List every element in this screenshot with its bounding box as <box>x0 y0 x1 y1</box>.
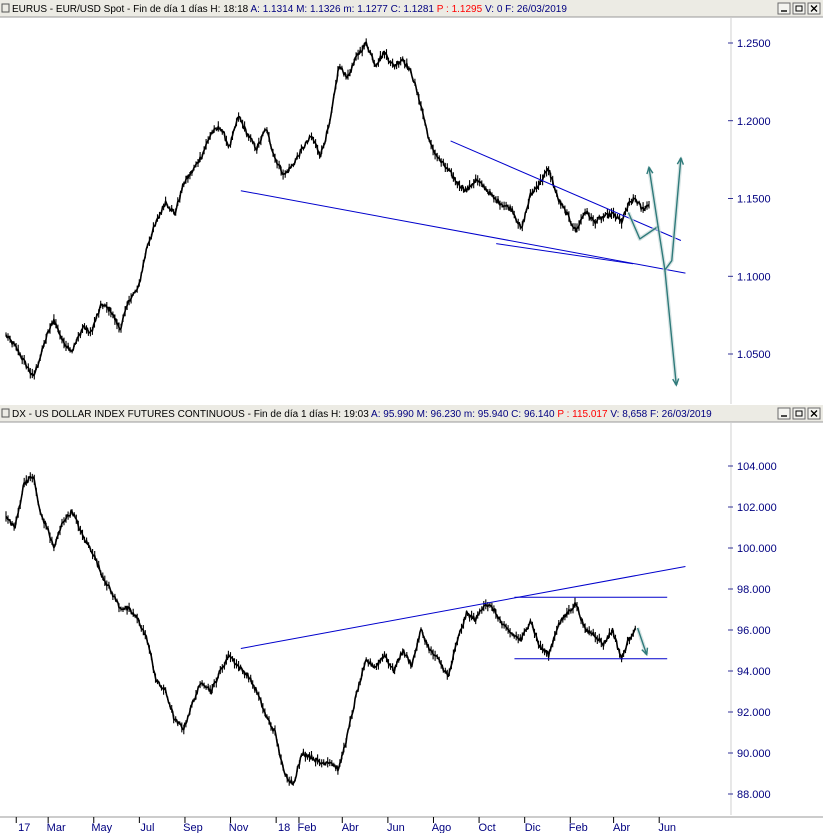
x-tick-label: Abr <box>342 822 359 833</box>
symbol-caption: - US DOLLAR INDEX FUTURES CONTINUOUS <box>26 409 245 420</box>
forecast-arrow-head <box>646 165 654 175</box>
panel-header-bar <box>0 405 823 422</box>
symbol-code: EURUS <box>12 4 47 15</box>
x-tick-label: Jun <box>658 822 676 833</box>
y-tick-label: 1.0500 <box>737 349 771 361</box>
panel-menu-icon[interactable] <box>1 3 10 13</box>
symbol-caption: - EUR/USD Spot <box>47 4 124 15</box>
stat-7: V: 8,658 <box>608 409 648 420</box>
y-tick-label: 102.000 <box>737 502 777 514</box>
y-tick-label: 94.000 <box>737 666 771 678</box>
stat-3: M: 1.1326 <box>293 4 341 15</box>
forecast-arrow-head <box>676 156 685 165</box>
x-tick-label: Abr <box>613 822 630 833</box>
panel-header-text: DX - US DOLLAR INDEX FUTURES CONTINUOUS … <box>12 409 712 420</box>
minimize-icon[interactable] <box>777 407 791 420</box>
trendline[interactable] <box>496 243 634 265</box>
stat-3: M: 96.230 <box>414 409 462 420</box>
y-tick-label: 100.000 <box>737 543 777 555</box>
close-icon[interactable] <box>807 407 821 420</box>
x-tick-label: Jul <box>140 822 154 833</box>
stat-1: H: 18:18 <box>208 4 249 15</box>
chart-panel-1: EURUS - EUR/USD Spot - Fin de día 1 días… <box>0 0 823 404</box>
forecast-arrow-shadow <box>656 157 683 272</box>
forecast-arrow[interactable] <box>664 269 677 386</box>
stat-4: m: 1.1277 <box>341 4 389 15</box>
stat-8: F: 26/03/2019 <box>502 4 567 15</box>
panel-header-text: EURUS - EUR/USD Spot - Fin de día 1 días… <box>12 4 567 15</box>
stat-2: A: 1.1314 <box>248 4 293 15</box>
forecast-arrow-head <box>641 647 649 657</box>
panel-header-bar <box>0 0 823 17</box>
close-icon[interactable] <box>807 2 821 15</box>
stat-6: P : 115.017 <box>555 409 608 420</box>
stat-4: m: 95.940 <box>461 409 509 420</box>
y-tick-label: 92.000 <box>737 707 771 719</box>
price-series-line <box>5 475 637 786</box>
x-tick-label: Oct <box>479 822 496 833</box>
y-tick-label: 90.000 <box>737 748 771 760</box>
restore-icon[interactable] <box>792 407 806 420</box>
period-label: - Fin de día 1 días <box>124 4 207 15</box>
y-tick-label: 1.2000 <box>737 116 771 128</box>
y-tick-label: 98.000 <box>737 584 771 596</box>
y-tick-label: 1.1000 <box>737 271 771 283</box>
plot-area <box>5 472 686 786</box>
stat-1: H: 19:03 <box>328 409 369 420</box>
symbol-code: DX <box>12 409 26 420</box>
period-label: - Fin de día 1 días <box>245 409 328 420</box>
chart-panel-2: DX - US DOLLAR INDEX FUTURES CONTINUOUS … <box>0 405 823 815</box>
forecast-arrow-head <box>672 378 680 387</box>
y-tick-label: 88.000 <box>737 789 771 801</box>
forecast-arrow[interactable] <box>627 167 659 240</box>
x-tick-label: Sep <box>183 822 203 833</box>
x-tick-label: 17 <box>18 822 30 833</box>
panel-menu-icon[interactable] <box>1 408 10 418</box>
y-tick-label: 96.000 <box>737 625 771 637</box>
stat-2: A: 95.990 <box>369 409 414 420</box>
stat-6: P : 1.1295 <box>434 4 483 15</box>
stat-8: F: 26/03/2019 <box>647 409 712 420</box>
x-tick-label: Nov <box>229 822 249 833</box>
price-bars <box>5 472 636 786</box>
x-tick-label: Feb <box>569 822 588 833</box>
trendline[interactable] <box>450 140 682 241</box>
x-tick-label: Mar <box>47 822 66 833</box>
price-bars <box>5 38 650 380</box>
x-tick-label: Dic <box>525 822 541 833</box>
stat-5: C: 1.1281 <box>388 4 435 15</box>
trendline[interactable] <box>240 190 686 274</box>
y-tick-label: 104.000 <box>737 461 777 473</box>
x-tick-label: Feb <box>297 822 316 833</box>
stat-7: V: 0 <box>482 4 503 15</box>
stat-5: C: 96.140 <box>508 409 555 420</box>
price-series-line <box>5 41 650 377</box>
trendline[interactable] <box>240 565 686 649</box>
y-tick-label: 1.2500 <box>737 38 771 50</box>
x-tick-label: Jun <box>387 822 405 833</box>
minimize-icon[interactable] <box>777 2 791 15</box>
forecast-arrow[interactable] <box>657 158 682 271</box>
plot-area <box>5 38 686 387</box>
x-tick-label: May <box>91 822 112 833</box>
forecast-arrow[interactable] <box>636 627 648 655</box>
x-tick-label: 18 <box>278 822 290 833</box>
restore-icon[interactable] <box>792 2 806 15</box>
y-tick-label: 1.1500 <box>737 194 771 206</box>
x-tick-label: Ago <box>432 822 452 833</box>
